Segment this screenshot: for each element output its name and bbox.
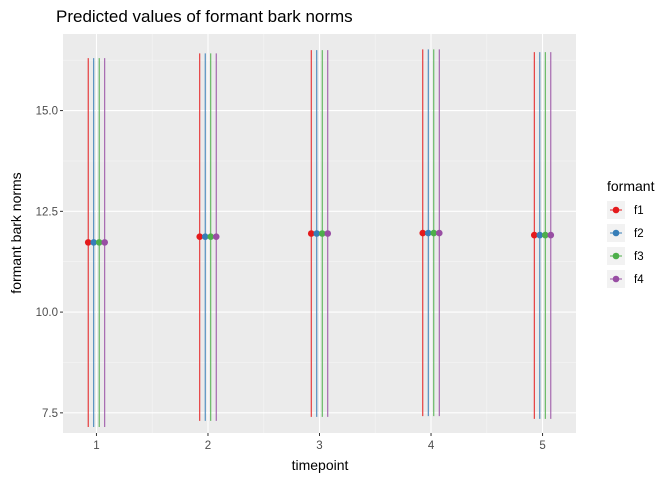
y-tick-label: 12.5 — [36, 206, 58, 218]
legend-label: f1 — [634, 205, 644, 217]
x-tick-label: 3 — [316, 440, 322, 452]
plot-panel — [63, 34, 576, 433]
point-f2 — [424, 229, 432, 237]
point-f1 — [84, 239, 92, 246]
x-tick-label: 2 — [205, 440, 211, 452]
axes: 7.5 10.0 12.5 15.0 1 2 3 4 5 — [36, 106, 546, 452]
legend-label: f3 — [634, 251, 644, 263]
point-f3 — [95, 239, 103, 246]
point-f2 — [90, 239, 98, 246]
legend-item-f3: f3 — [607, 247, 644, 265]
point-f3 — [207, 233, 215, 241]
point-f3 — [541, 231, 549, 239]
point-f1 — [530, 231, 538, 239]
point-f4 — [547, 231, 555, 239]
point-f2 — [536, 231, 544, 239]
point-f4 — [435, 229, 443, 237]
legend-label: f4 — [634, 274, 644, 286]
y-axis-title: formant bark norms — [8, 172, 24, 293]
legend-label: f2 — [634, 228, 644, 240]
legend-item-f1: f1 — [607, 201, 644, 219]
legend-key-point — [612, 206, 620, 214]
y-tick-label: 10.0 — [36, 307, 58, 319]
legend-item-f2: f2 — [607, 224, 644, 242]
point-f2 — [313, 230, 321, 237]
point-f4 — [101, 239, 109, 246]
x-tick-label: 1 — [93, 440, 99, 452]
point-f1 — [196, 233, 204, 241]
legend-item-f4: f4 — [607, 270, 644, 288]
plot-marks — [84, 49, 555, 427]
point-f3 — [430, 229, 438, 237]
legend-title: formant — [607, 178, 655, 194]
legend-key-point — [612, 252, 620, 260]
point-f1 — [307, 230, 315, 237]
point-f2 — [201, 233, 209, 241]
y-tick-label: 15.0 — [36, 106, 58, 118]
point-f4 — [324, 230, 332, 237]
point-f3 — [318, 230, 326, 237]
legend: formant f1 f2 f3 f4 — [607, 178, 655, 288]
chart-title: Predicted values of formant bark norms — [56, 7, 353, 26]
legend-key-point — [612, 275, 620, 283]
x-tick-label: 4 — [428, 440, 435, 452]
legend-key-point — [612, 229, 620, 237]
point-f4 — [212, 233, 220, 241]
x-tick-label: 5 — [539, 440, 545, 452]
point-f1 — [419, 229, 427, 237]
x-axis-title: timepoint — [292, 457, 349, 473]
y-tick-label: 7.5 — [42, 408, 58, 420]
